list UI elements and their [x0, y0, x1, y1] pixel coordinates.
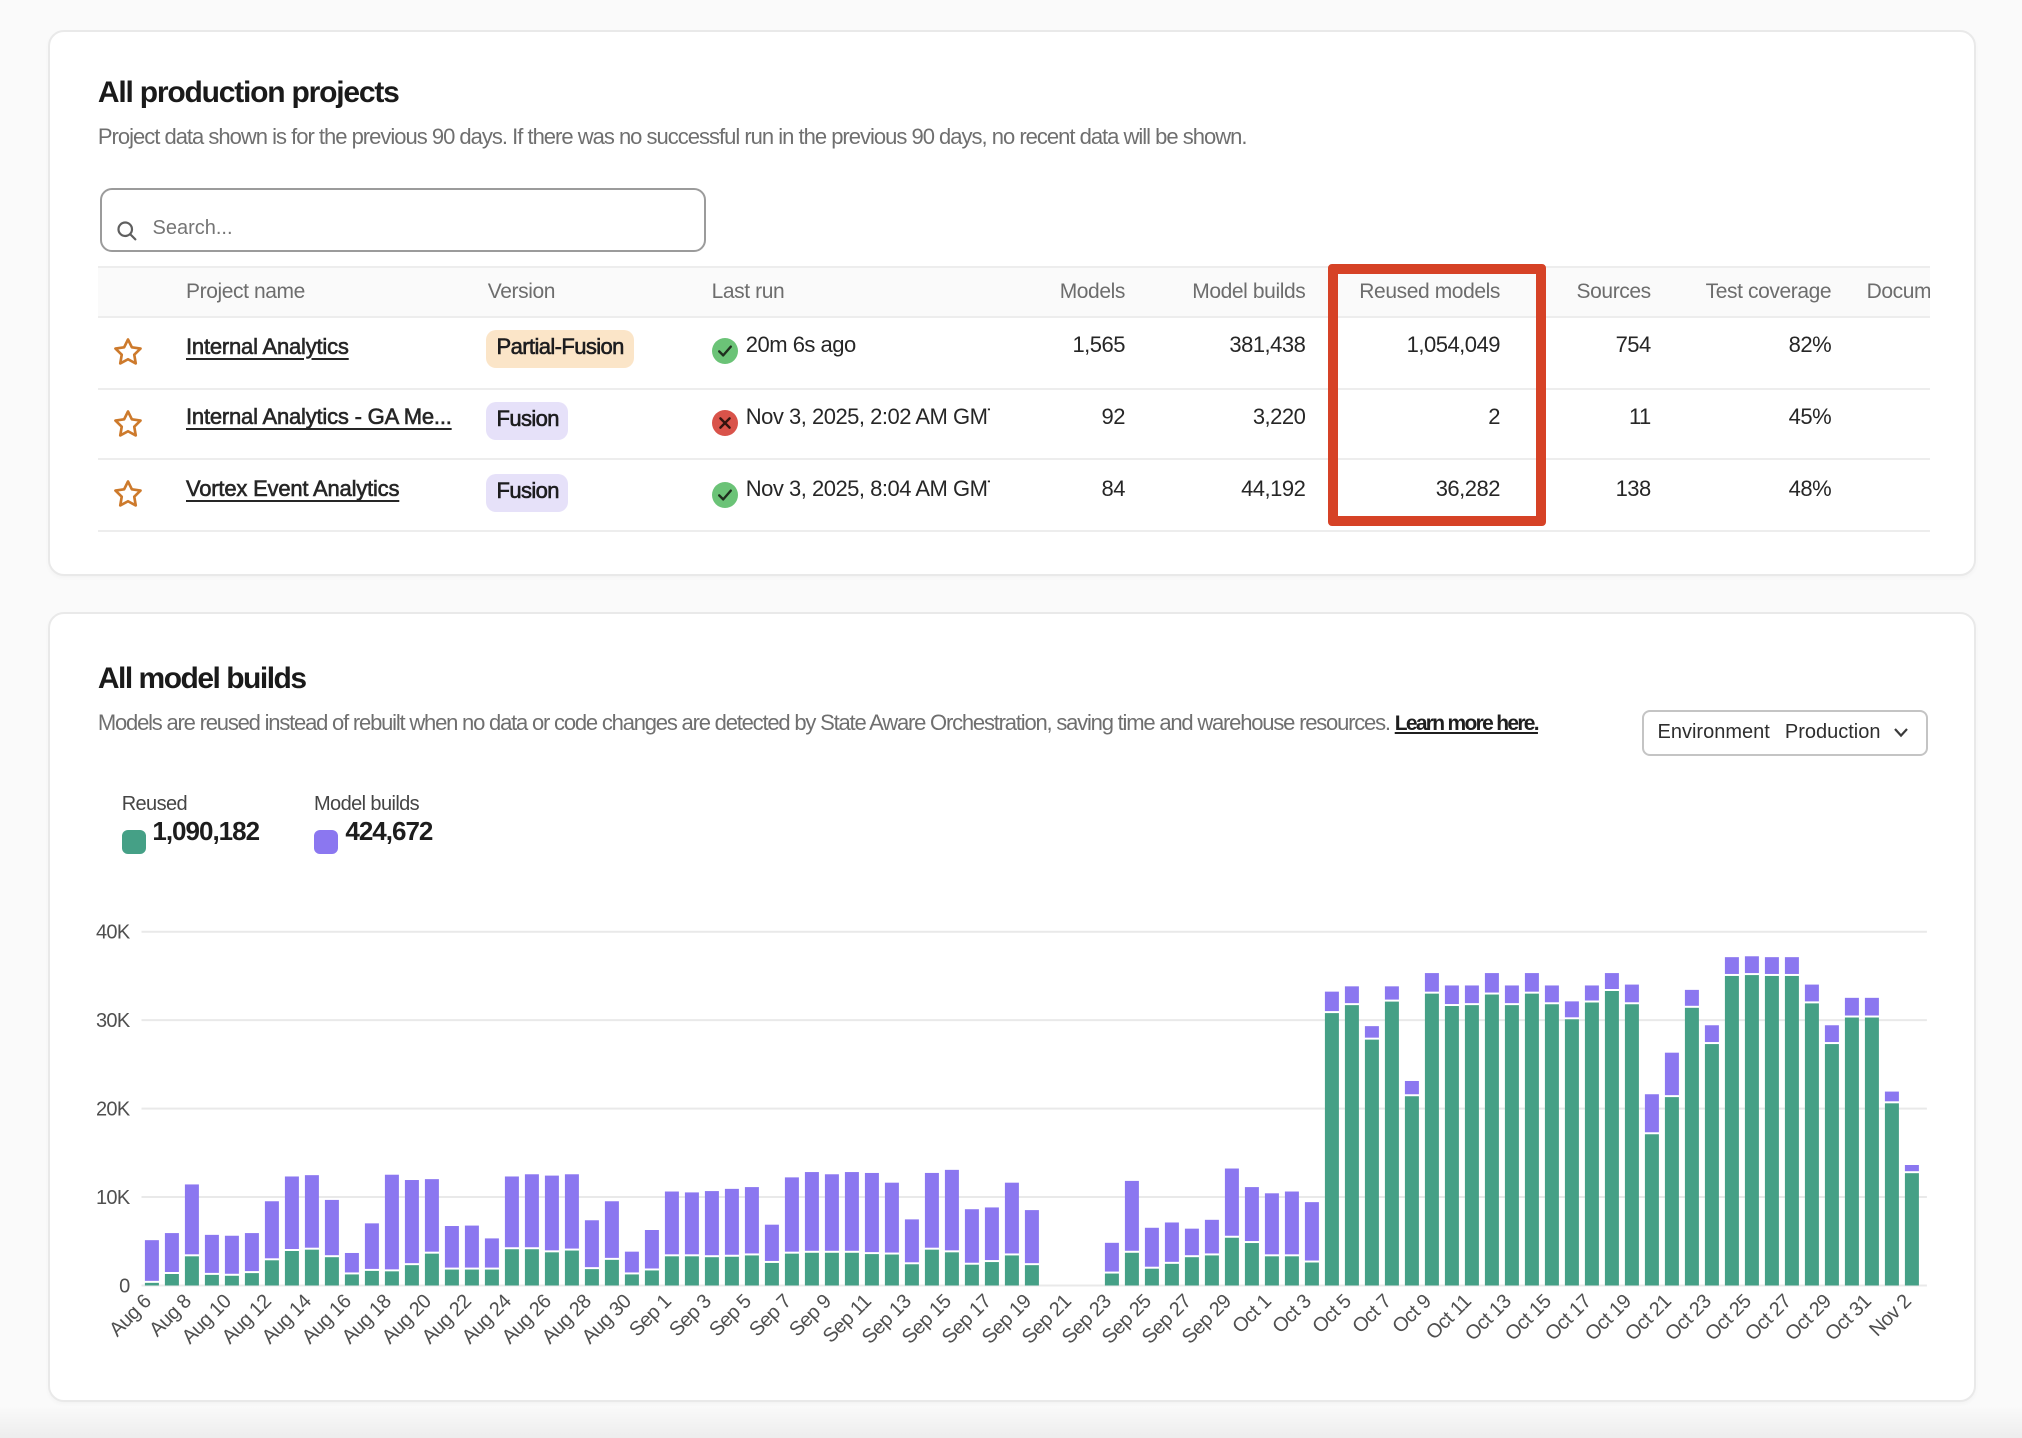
- svg-text:20K: 20K: [96, 1099, 131, 1121]
- svg-text:30K: 30K: [96, 1011, 131, 1033]
- svg-text:0: 0: [119, 1276, 130, 1298]
- svg-text:Oct 1: Oct 1: [1228, 1291, 1276, 1339]
- svg-text:40K: 40K: [96, 922, 131, 944]
- svg-text:Oct 31: Oct 31: [1820, 1291, 1875, 1346]
- svg-text:Oct 3: Oct 3: [1268, 1291, 1316, 1339]
- svg-text:Sep 3: Sep 3: [665, 1291, 716, 1342]
- svg-text:10K: 10K: [96, 1187, 131, 1209]
- svg-text:Oct 7: Oct 7: [1348, 1291, 1396, 1339]
- svg-text:Sep 1: Sep 1: [625, 1291, 676, 1342]
- svg-text:Nov 2: Nov 2: [1865, 1291, 1916, 1342]
- svg-text:Oct 5: Oct 5: [1308, 1291, 1356, 1339]
- svg-text:Sep 7: Sep 7: [745, 1291, 796, 1342]
- svg-text:Aug 6: Aug 6: [105, 1291, 156, 1342]
- svg-text:Sep 5: Sep 5: [705, 1291, 756, 1342]
